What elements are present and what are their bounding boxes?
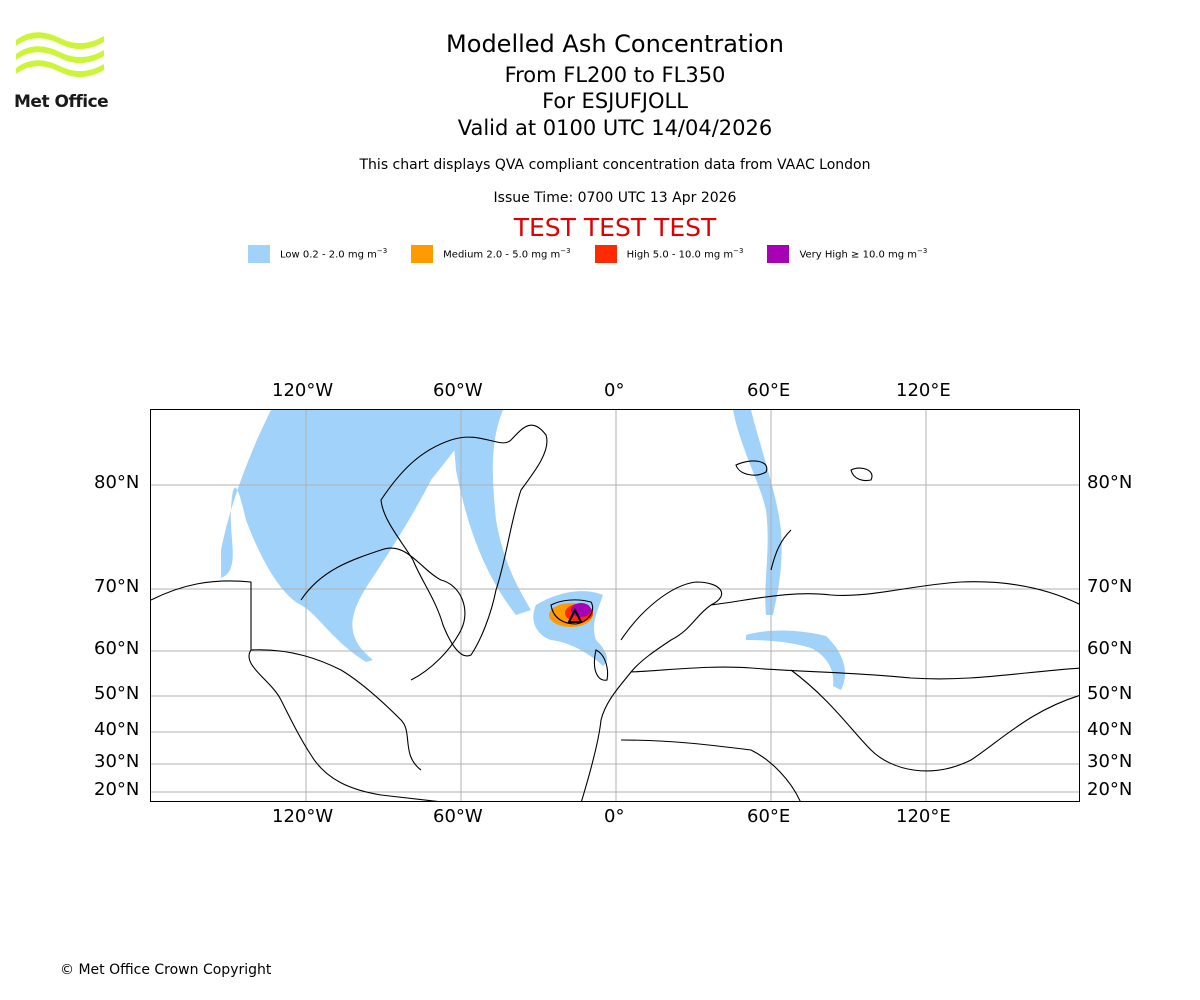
lat-tick-right-60n: 60°N (1087, 638, 1133, 659)
legend-item-low: Low 0.2 - 2.0 mg m−3 (248, 245, 411, 263)
test-banner: TEST TEST TEST (513, 213, 717, 242)
lon-tick-bottom-0: 0° (604, 806, 625, 827)
legend-item-medium: Medium 2.0 - 5.0 mg m−3 (411, 245, 594, 263)
lon-tick-bottom-60e: 60°E (747, 806, 791, 827)
lon-tick-bottom-60w: 60°W (433, 806, 483, 827)
lat-tick-right-50n: 50°N (1087, 683, 1133, 704)
legend-swatch-high (594, 245, 617, 263)
qva-note: This chart displays QVA compliant concen… (359, 157, 871, 173)
legend-swatch-medium (411, 245, 434, 263)
ash-high-core (549, 603, 593, 627)
issue-time: Issue Time: 0700 UTC 13 Apr 2026 (493, 190, 737, 206)
met-office-logo-text: Met Office (14, 92, 109, 112)
copyright-notice: © Met Office Crown Copyright (60, 962, 272, 978)
lon-tick-bottom-120w: 120°W (272, 806, 334, 827)
lat-tick-right-40n: 40°N (1087, 719, 1133, 740)
lon-tick-top-60w: 60°W (433, 380, 483, 401)
valid-time: Valid at 0100 UTC 14/04/2026 (457, 116, 773, 140)
legend-unit-exp: −3 (733, 247, 744, 256)
legend-unit-exp: −3 (376, 247, 388, 256)
lat-tick-left-50n: 50°N (94, 683, 140, 704)
lat-tick-left-20n: 20°N (94, 779, 140, 800)
map-coastlines (151, 424, 1079, 801)
legend-label-low: Low 0.2 - 2.0 mg m (280, 249, 377, 261)
lon-tick-top-120w: 120°W (272, 380, 334, 401)
legend-unit-exp: −3 (560, 247, 571, 256)
ash-low-plumes (221, 410, 846, 690)
lat-tick-left-40n: 40°N (94, 719, 140, 740)
met-office-wave-icon (16, 32, 104, 78)
lat-tick-left-70n: 70°N (94, 576, 140, 597)
concentration-legend: Low 0.2 - 2.0 mg m−3 Medium 2.0 - 5.0 mg… (248, 244, 951, 264)
legend-swatch-low (248, 245, 270, 263)
legend-item-very-high: Very High ≥ 10.0 mg m−3 (767, 245, 951, 263)
flight-levels: From FL200 to FL350 (504, 63, 726, 87)
legend-label-very-high: Very High ≥ 10.0 mg m (799, 249, 918, 261)
volcano-name: For ESJUFJOLL (542, 89, 688, 113)
met-office-logo (14, 30, 106, 112)
lon-tick-bottom-120e: 120°E (896, 806, 951, 827)
legend-unit-exp: −3 (917, 247, 928, 256)
legend-label-high: High 5.0 - 10.0 mg m (626, 249, 734, 261)
ash-map (150, 409, 1080, 802)
legend-item-high: High 5.0 - 10.0 mg m−3 (594, 245, 768, 263)
lat-tick-right-30n: 30°N (1087, 751, 1133, 772)
legend-swatch-very-high (767, 245, 790, 263)
lat-tick-left-60n: 60°N (94, 638, 140, 659)
lat-tick-left-30n: 30°N (94, 751, 140, 772)
lat-tick-right-80n: 80°N (1087, 472, 1133, 493)
lat-tick-right-20n: 20°N (1087, 779, 1133, 800)
map-graticule (151, 410, 1079, 801)
legend-label-medium: Medium 2.0 - 5.0 mg m (443, 249, 561, 261)
lon-tick-top-0: 0° (604, 380, 625, 401)
lon-tick-top-60e: 60°E (747, 380, 791, 401)
lat-tick-right-70n: 70°N (1087, 576, 1133, 597)
ash-map-svg (151, 410, 1079, 801)
lat-tick-left-80n: 80°N (94, 472, 140, 493)
volcano-marker-icon (567, 607, 583, 623)
chart-title: Modelled Ash Concentration (446, 30, 784, 58)
lon-tick-top-120e: 120°E (896, 380, 951, 401)
